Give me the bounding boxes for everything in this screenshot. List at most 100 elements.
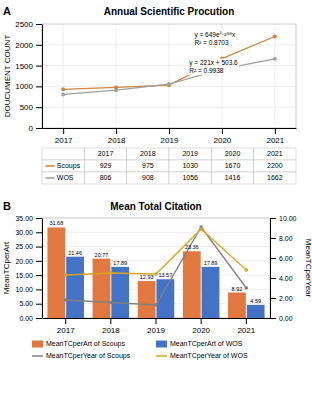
tick-label: 8.00 [279,235,293,242]
tick-mark [270,218,276,219]
marker [154,272,158,276]
tick-label: 2019 [161,136,179,145]
annotation: y = 221x + 503.6R² = 0.9938 [188,58,239,74]
tick-label: 0.00 [19,315,33,322]
data-label: 17.89 [204,260,218,266]
axis: 0.002.004.006.008.0010.00 [270,215,297,322]
table-header: 2021 [267,150,283,157]
legend-label: WOS [57,174,74,181]
table-value: 1030 [182,162,198,169]
plot-frame [42,24,296,128]
table-header: 2020 [225,150,241,157]
annotation-text: y = 221x + 503.6R² = 0.9938 [189,59,238,73]
panel-label: B [3,200,11,212]
grid-line [116,24,117,128]
marker [61,87,65,91]
tick-mark [36,24,42,25]
table-cell [254,148,296,160]
marker [64,273,68,277]
annotation: y = 649e°·²⁸⁸xR² = 0.8703 [193,30,237,46]
tick-mark [270,298,276,299]
grid-line [42,218,270,219]
tick-label: 2.00 [279,295,293,302]
data-label: 13.57 [158,272,172,278]
table-cell [84,148,126,160]
legend-swatch [156,341,167,348]
table-cell [42,172,84,184]
marker [64,298,68,302]
data-label: 31.68 [49,220,63,226]
axis: 0.005.0010.0015.0020.0025.0030.0035.00 [15,215,42,322]
bar [66,257,84,318]
tick: 10.00 [270,215,297,222]
tick-label: 25.00 [15,243,33,250]
marker [244,268,248,272]
data-label: 23.36 [185,244,199,250]
tick-mark [270,258,276,259]
tick-label: 0.00 [279,315,293,322]
grid-line [42,232,270,233]
tick-mark [270,238,276,239]
tick: 0 [29,124,42,133]
grid-line [274,24,275,128]
grid [42,218,270,318]
legend-item: MeanTCperArt of WOS [156,340,243,348]
tick-label: 5.00 [19,300,33,307]
panel: 2017201820192020202105001000150020002500… [15,20,296,184]
table-value: 1662 [267,174,283,181]
tick: 2018 [108,128,126,145]
axis-title: MeanTCperArt [2,241,11,294]
tick-label: 0 [29,124,34,133]
bar [202,267,220,318]
legend-label: MeanTCperArt of WOS [170,340,243,348]
tick: 30.00 [15,229,42,236]
table-value: 1416 [225,174,241,181]
tick-mark [222,128,223,134]
table-cell [169,148,211,160]
axis: 05001000150020002500 [15,20,42,133]
tick: 1500 [15,62,42,71]
table-cell [84,172,126,184]
tick-mark [36,107,42,108]
table-cell [211,148,253,160]
tick: 5.00 [19,300,42,307]
tick-label: 2020 [192,326,210,335]
table-cell [254,172,296,184]
tick-label: 4.00 [279,275,293,282]
tick: 4.00 [270,275,293,282]
tick-label: 10.00 [15,286,33,293]
marker [273,57,277,61]
plot-frame [42,218,270,318]
axis-line [42,219,43,319]
table-value: 2200 [267,162,283,169]
tick-mark [270,318,276,319]
marker [114,88,118,92]
annotation-bg [188,58,239,74]
line [63,36,275,89]
annotation-bg [193,30,237,46]
tick-label: 15.00 [15,272,33,279]
marker [154,303,158,307]
tick-mark [36,66,42,67]
marks [61,34,277,96]
tick: 25.00 [15,243,42,250]
tick-mark [110,318,111,324]
tick: 2021 [266,128,284,145]
legend-item: MeanTCperArt of Scoups [32,340,125,348]
bar [247,305,265,318]
tick-label: 10.00 [279,215,297,222]
table-cell [42,148,84,160]
tick-label: 2017 [55,136,73,145]
tick: 2020 [192,318,210,335]
axis-title: MeanTCperYear [304,239,312,298]
tick-label: 2018 [102,326,120,335]
data-label: 21.46 [68,250,82,256]
tick-mark [65,318,66,324]
table-value: 929 [100,162,112,169]
tick: 2017 [55,128,73,145]
legend-label: Scoups [57,162,81,170]
table-header: 2019 [182,150,198,157]
table-cell [84,160,126,172]
bar [138,281,156,318]
marker [109,271,113,275]
